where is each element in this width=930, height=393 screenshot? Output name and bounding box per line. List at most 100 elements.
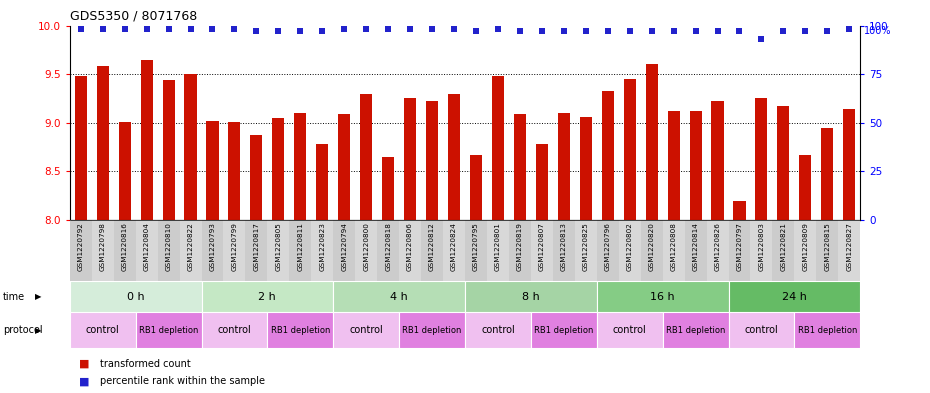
Text: GSM1220812: GSM1220812 xyxy=(429,222,435,271)
Text: GSM1220811: GSM1220811 xyxy=(298,222,303,271)
Bar xyxy=(773,220,794,281)
Text: GSM1220827: GSM1220827 xyxy=(846,222,852,271)
Bar xyxy=(70,220,92,281)
Point xyxy=(688,28,703,35)
Text: GSM1220802: GSM1220802 xyxy=(627,222,632,271)
Point xyxy=(183,26,198,33)
Bar xyxy=(838,220,860,281)
Text: GSM1220817: GSM1220817 xyxy=(253,222,259,271)
Bar xyxy=(378,220,399,281)
Bar xyxy=(70,312,136,348)
Bar xyxy=(558,113,570,220)
Bar xyxy=(399,312,465,348)
Bar xyxy=(844,109,856,220)
Bar xyxy=(399,220,421,281)
Point xyxy=(732,28,747,35)
Bar xyxy=(163,80,175,220)
Bar xyxy=(267,220,289,281)
Text: control: control xyxy=(613,325,646,335)
Point xyxy=(117,26,132,33)
Text: GSM1220826: GSM1220826 xyxy=(714,222,721,271)
Point xyxy=(622,28,637,35)
Text: GSM1220822: GSM1220822 xyxy=(188,222,193,271)
Bar xyxy=(597,281,728,312)
Text: GSM1220810: GSM1220810 xyxy=(166,222,171,271)
Text: GSM1220797: GSM1220797 xyxy=(737,222,742,271)
Text: GSM1220792: GSM1220792 xyxy=(78,222,84,271)
Text: GSM1220795: GSM1220795 xyxy=(473,222,479,271)
Bar xyxy=(492,76,504,220)
Bar xyxy=(728,220,751,281)
Bar xyxy=(294,113,306,220)
Point xyxy=(205,26,219,33)
Bar xyxy=(92,220,113,281)
Point xyxy=(754,36,769,42)
Point xyxy=(293,28,308,35)
Bar xyxy=(821,128,833,220)
Bar xyxy=(202,312,267,348)
Text: 24 h: 24 h xyxy=(782,292,807,302)
Bar xyxy=(662,312,728,348)
Bar xyxy=(267,312,333,348)
Text: RB1 depletion: RB1 depletion xyxy=(798,326,857,334)
Bar xyxy=(817,220,838,281)
Text: 100%: 100% xyxy=(864,26,892,35)
Bar xyxy=(119,122,131,220)
Point xyxy=(73,26,88,33)
Bar xyxy=(339,114,351,220)
Text: GSM1220799: GSM1220799 xyxy=(232,222,237,271)
Bar xyxy=(206,121,219,220)
Point xyxy=(820,28,835,35)
Text: GSM1220794: GSM1220794 xyxy=(341,222,347,271)
Bar xyxy=(602,91,614,220)
Bar xyxy=(382,157,394,220)
Text: GSM1220813: GSM1220813 xyxy=(561,222,566,271)
Text: GSM1220805: GSM1220805 xyxy=(275,222,282,271)
Point xyxy=(95,26,110,33)
Bar xyxy=(597,312,662,348)
Point xyxy=(512,28,527,35)
Text: RB1 depletion: RB1 depletion xyxy=(139,326,198,334)
Point xyxy=(227,26,242,33)
Bar xyxy=(70,281,202,312)
Bar xyxy=(136,312,202,348)
Bar xyxy=(470,155,482,220)
Bar xyxy=(97,66,109,220)
Bar xyxy=(250,136,262,220)
Bar xyxy=(157,220,179,281)
Bar xyxy=(711,101,724,220)
Bar xyxy=(597,220,618,281)
Text: RB1 depletion: RB1 depletion xyxy=(271,326,330,334)
Bar xyxy=(487,220,509,281)
Text: GSM1220825: GSM1220825 xyxy=(583,222,589,271)
Point xyxy=(798,28,813,35)
Point xyxy=(469,28,484,35)
Text: GSM1220816: GSM1220816 xyxy=(122,222,127,271)
Bar xyxy=(223,220,246,281)
Text: GDS5350 / 8071768: GDS5350 / 8071768 xyxy=(70,10,197,23)
Bar xyxy=(136,220,157,281)
Text: ■: ■ xyxy=(79,376,89,386)
Point xyxy=(337,26,352,33)
Bar xyxy=(229,122,241,220)
Text: GSM1220804: GSM1220804 xyxy=(143,222,150,271)
Text: GSM1220801: GSM1220801 xyxy=(495,222,501,271)
Point xyxy=(425,26,440,33)
Text: ■: ■ xyxy=(79,358,89,369)
Text: GSM1220808: GSM1220808 xyxy=(671,222,677,271)
Bar xyxy=(140,60,153,220)
Point xyxy=(161,26,176,33)
Bar xyxy=(202,281,333,312)
Text: 0 h: 0 h xyxy=(126,292,144,302)
Text: GSM1220820: GSM1220820 xyxy=(648,222,655,271)
Bar xyxy=(624,79,636,220)
Bar xyxy=(316,144,328,220)
Text: GSM1220793: GSM1220793 xyxy=(209,222,216,271)
Text: GSM1220814: GSM1220814 xyxy=(693,222,698,271)
Text: ▶: ▶ xyxy=(35,326,42,334)
Text: control: control xyxy=(218,325,251,335)
Text: GSM1220824: GSM1220824 xyxy=(451,222,457,271)
Text: 8 h: 8 h xyxy=(522,292,539,302)
Bar xyxy=(728,312,794,348)
Bar xyxy=(662,220,684,281)
